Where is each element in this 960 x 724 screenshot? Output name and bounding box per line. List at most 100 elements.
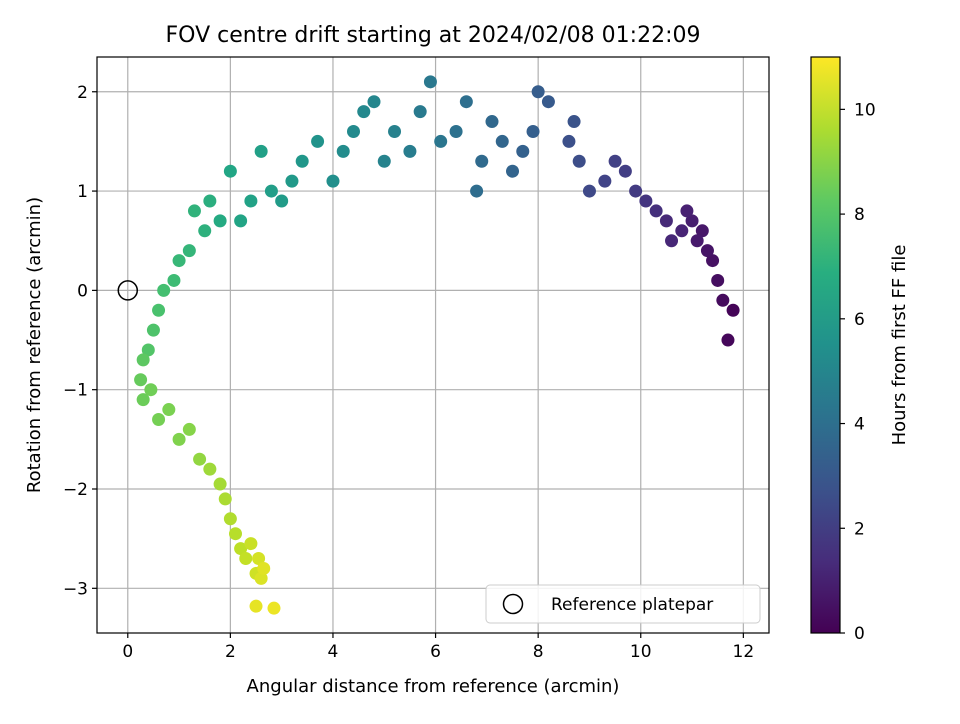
data-point xyxy=(388,124,402,138)
data-points xyxy=(134,75,740,615)
legend-reference-marker xyxy=(502,593,524,615)
data-point xyxy=(257,561,271,575)
colorbar-tick-label: 4 xyxy=(854,415,865,435)
data-point xyxy=(506,164,520,178)
data-point xyxy=(706,254,720,268)
grid-lines xyxy=(97,57,769,633)
data-point xyxy=(716,293,730,307)
x-tick-label: 4 xyxy=(328,642,339,662)
data-point xyxy=(223,512,237,526)
x-tick-label: 10 xyxy=(630,642,652,662)
data-point xyxy=(136,393,150,407)
data-point xyxy=(213,214,227,228)
data-point xyxy=(144,383,158,397)
data-point xyxy=(295,154,309,168)
data-point xyxy=(141,343,155,357)
data-point xyxy=(649,204,663,218)
data-point xyxy=(567,115,581,129)
data-point xyxy=(526,124,540,138)
data-point xyxy=(629,184,643,198)
data-point xyxy=(721,333,735,347)
data-point xyxy=(531,85,545,99)
data-point xyxy=(516,144,530,158)
data-point xyxy=(675,224,689,238)
data-point xyxy=(367,95,381,109)
x-tick-label: 0 xyxy=(122,642,133,662)
data-point xyxy=(182,422,196,436)
y-tick-label: 2 xyxy=(77,83,88,103)
colorbar-tick-label: 6 xyxy=(854,310,865,330)
chart-title: FOV centre drift starting at 2024/02/08 … xyxy=(166,23,701,48)
data-point xyxy=(413,105,427,119)
y-tick-label: 1 xyxy=(77,182,88,202)
data-point xyxy=(198,224,212,238)
data-point xyxy=(680,204,694,218)
data-point xyxy=(326,174,340,188)
data-point xyxy=(690,234,704,248)
colorbar-gradient xyxy=(810,56,841,634)
data-point xyxy=(541,95,555,109)
data-point xyxy=(254,571,268,585)
data-point xyxy=(213,477,227,491)
data-point xyxy=(187,204,201,218)
data-point xyxy=(275,194,289,208)
data-point xyxy=(665,234,679,248)
colorbar-tick-label: 0 xyxy=(854,624,865,644)
data-point xyxy=(264,184,278,198)
data-point xyxy=(172,432,186,446)
data-point xyxy=(639,194,653,208)
data-point xyxy=(357,105,371,119)
data-point xyxy=(598,174,612,188)
data-point xyxy=(726,303,740,317)
data-point xyxy=(203,462,217,476)
data-point xyxy=(608,154,622,168)
reference-marker-layer xyxy=(117,280,139,301)
data-point xyxy=(193,452,207,466)
data-point xyxy=(475,154,489,168)
data-point xyxy=(157,283,171,297)
colorbar-tick-label: 8 xyxy=(854,205,865,225)
data-point xyxy=(311,134,325,148)
data-point xyxy=(572,154,586,168)
data-point xyxy=(152,303,166,317)
data-point xyxy=(223,164,237,178)
data-point xyxy=(285,174,299,188)
y-tick-label: −2 xyxy=(63,480,88,500)
data-point xyxy=(152,412,166,426)
colorbar-tick-label: 10 xyxy=(854,100,876,120)
data-point xyxy=(459,95,473,109)
data-point xyxy=(346,124,360,138)
data-point xyxy=(695,224,709,238)
data-point xyxy=(582,184,596,198)
data-point xyxy=(485,115,499,129)
y-tick-label: −1 xyxy=(63,381,88,401)
data-point xyxy=(249,599,263,613)
data-point xyxy=(423,75,437,89)
data-point xyxy=(218,492,232,506)
data-point xyxy=(336,144,350,158)
y-tick-label: −3 xyxy=(63,579,88,599)
data-point xyxy=(182,244,196,258)
data-point xyxy=(618,164,632,178)
x-tick-label: 2 xyxy=(225,642,236,662)
y-axis-label: Rotation from reference (arcmin) xyxy=(24,197,45,493)
data-point xyxy=(711,273,725,287)
legend-box xyxy=(485,584,761,624)
colorbar-tick-label: 2 xyxy=(854,519,865,539)
data-point xyxy=(229,527,243,541)
data-point xyxy=(403,144,417,158)
colorbar-ticks: 0 2 4 6 8 10 xyxy=(840,100,876,644)
data-point xyxy=(244,194,258,208)
data-point xyxy=(234,214,248,228)
data-point xyxy=(162,403,176,417)
data-point xyxy=(239,552,253,566)
data-point xyxy=(167,273,181,287)
plot-frame xyxy=(96,56,770,634)
colorbar-label: Hours from first FF file xyxy=(889,245,910,446)
data-point xyxy=(495,134,509,148)
data-point xyxy=(377,154,391,168)
data-point xyxy=(267,601,281,615)
y-tick-label: 0 xyxy=(77,281,88,301)
